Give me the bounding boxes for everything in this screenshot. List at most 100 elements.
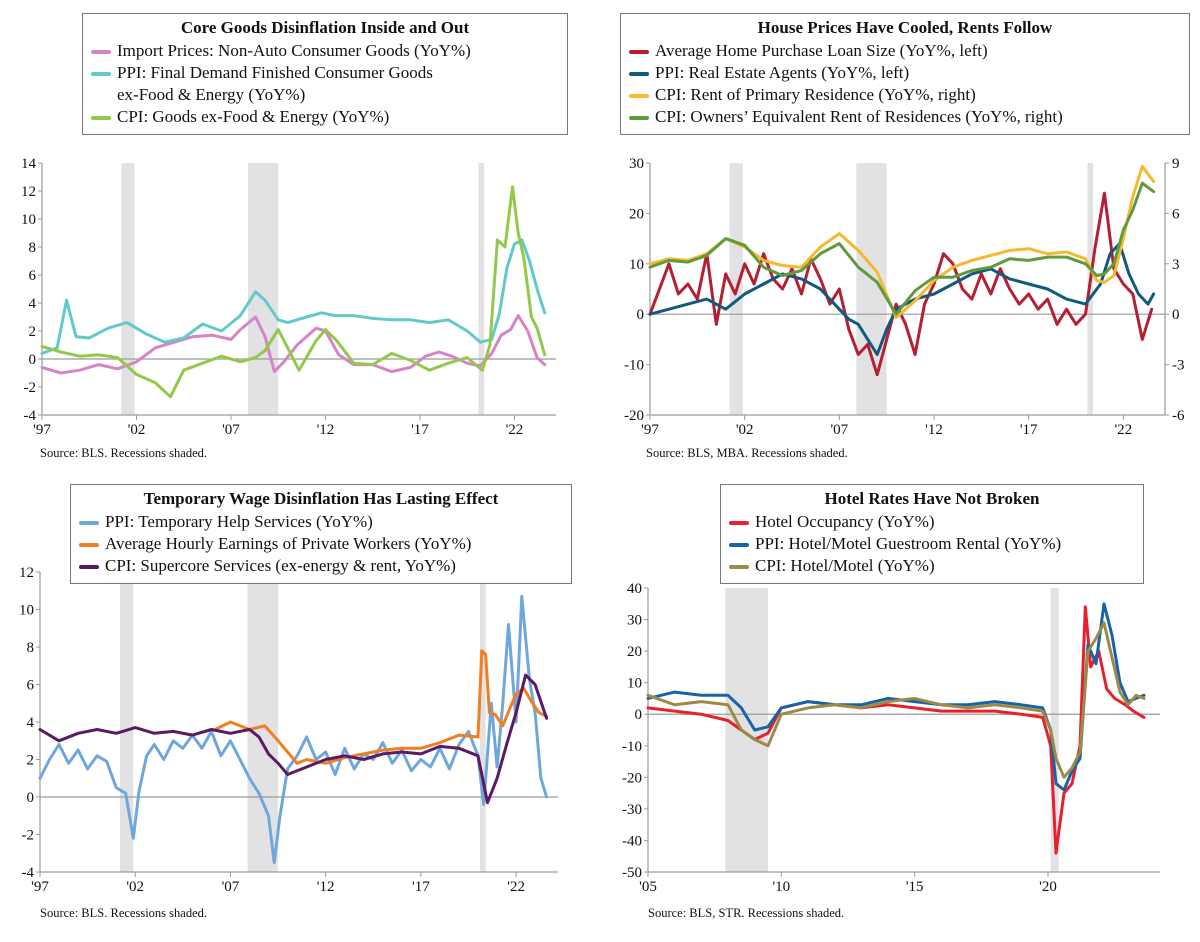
legend-item: CPI: Goods ex-Food & Energy (YoY%) xyxy=(91,106,559,128)
chart-title: House Prices Have Cooled, Rents Follow xyxy=(757,18,1053,37)
legend-swatch xyxy=(629,116,649,120)
series-line xyxy=(40,238,547,355)
x-tick-label: '97 xyxy=(33,422,51,438)
x-tick-label: '02 xyxy=(736,422,754,438)
legend-box: Temporary Wage Disinflation Has Lasting … xyxy=(70,484,572,584)
chart-svg: -4 -2 0 2 4 6 8 10 12 '97 '02 '07 '12 '17 '22 xyxy=(19,565,558,895)
y-tick-label: 4 xyxy=(27,715,35,731)
x-tick-label: '12 xyxy=(925,422,943,438)
legend-label: CPI: Owners’ Equivalent Rent of Residenc… xyxy=(655,107,1063,126)
x-tick-label: '02 xyxy=(126,879,144,895)
legend-swatch xyxy=(91,72,111,76)
legend-item: CPI: Owners’ Equivalent Rent of Residenc… xyxy=(629,106,1181,128)
legend-swatch xyxy=(629,72,649,76)
y-tick-label: 20 xyxy=(629,206,644,222)
y-right-tick-label: 0 xyxy=(1172,307,1180,323)
y-tick-label: 30 xyxy=(627,613,642,629)
y-right-tick-label: -6 xyxy=(1172,408,1185,424)
series-line xyxy=(40,185,547,399)
y-tick-label: 0 xyxy=(637,307,645,323)
chart-svg: -50 -40 -30 -20 -10 0 10 20 30 40 '05 '10 '15 '20 xyxy=(622,581,1160,895)
recession-band xyxy=(247,163,279,415)
y-tick-label: 0 xyxy=(29,352,37,368)
legend-label: PPI: Real Estate Agents (YoY%, left) xyxy=(655,63,910,82)
series-line xyxy=(646,621,1146,779)
x-tick-label: '17 xyxy=(411,422,429,438)
x-tick-label: '07 xyxy=(222,879,240,895)
chart-panel-temp-wages: -4 -2 0 2 4 6 8 10 12 '97 '02 '07 '12 '17 '22 Temporary… xyxy=(0,471,600,942)
x-tick-label: '17 xyxy=(1020,422,1038,438)
y-tick-label: 8 xyxy=(29,240,37,256)
legend-box: Core Goods Disinflation Inside and Out Im… xyxy=(82,13,568,135)
recession-band xyxy=(478,163,485,415)
y-tick-label: 40 xyxy=(627,581,642,597)
chart-svg: -20 -10 0 10 20 30 -6 -3 0 3 6 9 '97 '02 '07 '12 '17 '22 xyxy=(624,156,1185,438)
legend-item: CPI: Hotel/Motel (YoY%) xyxy=(729,555,1135,577)
source-note: Source: BLS. Recessions shaded. xyxy=(40,446,207,460)
series-line xyxy=(38,594,549,865)
legend-swatch xyxy=(729,543,749,547)
y-tick-label: -2 xyxy=(22,828,35,844)
series-line xyxy=(213,649,549,765)
y-right-tick-label: 6 xyxy=(1172,206,1180,222)
x-tick-label: '12 xyxy=(317,879,335,895)
recession-band xyxy=(479,572,486,872)
legend-item: Average Home Purchase Loan Size (YoY%, l… xyxy=(629,40,1181,62)
legend-swatch xyxy=(91,116,111,120)
y-tick-label: -30 xyxy=(622,802,642,818)
legend-swatch xyxy=(79,521,99,525)
legend-label: CPI: Hotel/Motel (YoY%) xyxy=(755,556,935,575)
series-line xyxy=(38,673,549,805)
y-tick-label: 4 xyxy=(29,296,37,312)
source-note: Source: BLS, STR. Recessions shaded. xyxy=(648,906,845,920)
legend-item: CPI: Rent of Primary Residence (YoY%, ri… xyxy=(629,84,1181,106)
series-line xyxy=(648,181,1156,316)
chart-svg: -4 -2 0 2 4 6 8 10 12 14 '97 '02 '07 '12 '17 '22 xyxy=(21,156,556,438)
chart-title: Temporary Wage Disinflation Has Lasting … xyxy=(143,489,499,508)
legend-label: Import Prices: Non-Auto Consumer Goods (… xyxy=(117,41,471,60)
y-tick-label: -2 xyxy=(24,380,37,396)
y-tick-label: 2 xyxy=(27,753,35,769)
legend-item: Import Prices: Non-Auto Consumer Goods (… xyxy=(91,40,559,62)
y-tick-label: 2 xyxy=(29,324,37,340)
y-tick-label: 30 xyxy=(629,156,644,172)
x-tick-label: '07 xyxy=(222,422,240,438)
y-tick-label: -20 xyxy=(622,770,642,786)
legend-label: Average Home Purchase Loan Size (YoY%, l… xyxy=(655,41,988,60)
x-tick-label: '20 xyxy=(1039,879,1057,895)
y-tick-label: 12 xyxy=(21,184,36,200)
x-tick-label: '22 xyxy=(507,879,525,895)
y-right-tick-label: 3 xyxy=(1172,257,1180,273)
series-line xyxy=(648,191,1154,377)
y-tick-label: 10 xyxy=(629,257,644,273)
series-line xyxy=(646,602,1146,792)
chart-panel-hotel-rates: -50 -40 -30 -20 -10 0 10 20 30 40 '05 '10 '15 '20 Hote… xyxy=(600,471,1200,942)
x-tick-label: '22 xyxy=(1114,422,1132,438)
y-tick-label: -10 xyxy=(624,358,644,374)
recession-band xyxy=(1050,588,1059,872)
legend-item: PPI: Real Estate Agents (YoY%, left) xyxy=(629,62,1181,84)
y-tick-label: -40 xyxy=(622,833,642,849)
y-tick-label: 20 xyxy=(627,644,642,660)
y-tick-label: 6 xyxy=(29,268,37,284)
y-tick-label: 10 xyxy=(21,212,36,228)
x-tick-label: '22 xyxy=(506,422,524,438)
y-tick-label: -10 xyxy=(622,739,642,755)
y-tick-label: -50 xyxy=(622,865,642,881)
legend-item: PPI: Hotel/Motel Guestroom Rental (YoY%) xyxy=(729,533,1135,555)
legend-swatch xyxy=(729,565,749,569)
series-line xyxy=(648,164,1156,320)
x-tick-label: '97 xyxy=(31,879,49,895)
recession-band xyxy=(247,572,279,872)
y-tick-label: 6 xyxy=(27,678,35,694)
legend-swatch xyxy=(91,50,111,54)
legend-item: PPI: Temporary Help Services (YoY%) xyxy=(79,511,563,533)
series-line xyxy=(646,605,1146,855)
y-tick-label: 0 xyxy=(27,790,35,806)
chart-title: Hotel Rates Have Not Broken xyxy=(824,489,1040,508)
x-tick-label: '05 xyxy=(639,879,657,895)
x-tick-label: '12 xyxy=(317,422,335,438)
x-tick-label: '17 xyxy=(412,879,430,895)
legend-box: Hotel Rates Have Not Broken Hotel Occupan… xyxy=(720,484,1144,584)
y-tick-label: 10 xyxy=(627,676,642,692)
